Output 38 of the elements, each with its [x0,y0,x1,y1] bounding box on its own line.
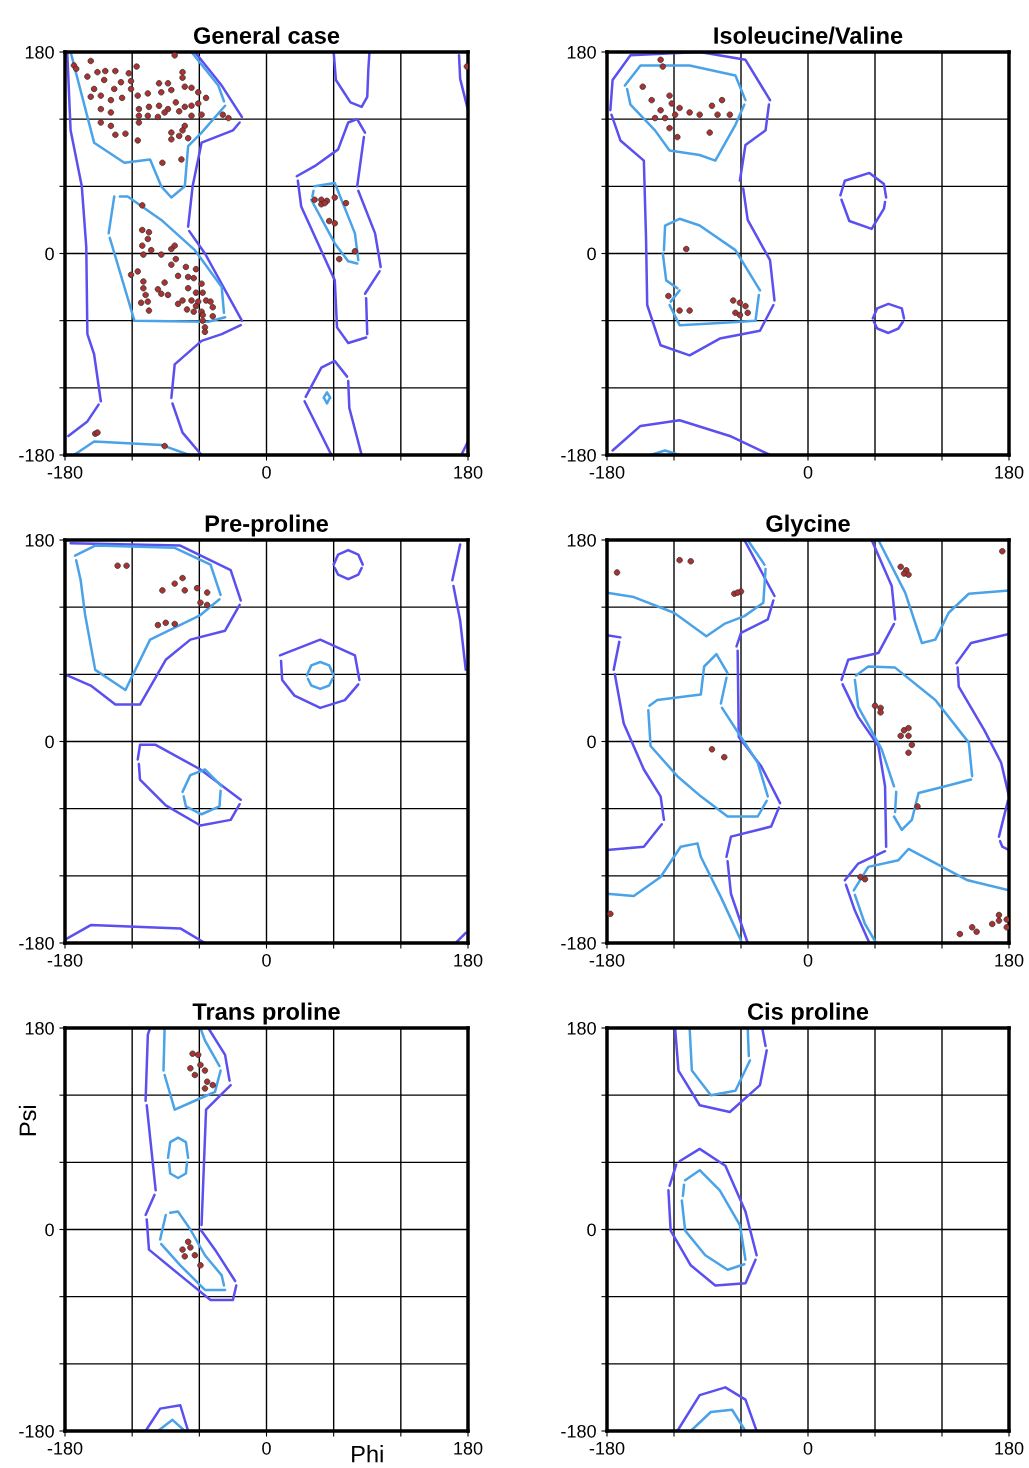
x-axis-title: Phi [352,1445,383,1463]
x-tick-label: 0 [803,953,813,967]
x-tick-label: 180 [995,1441,1024,1455]
y-tick-label: -180 [561,1424,596,1438]
y-tick-label: 0 [45,735,54,749]
y-tick-label: 180 [567,1021,596,1035]
y-tick-label: -180 [19,936,54,950]
x-tick-label: 180 [995,953,1024,967]
y-tick-label: -180 [561,936,596,950]
x-tick-label: 0 [803,465,813,479]
y-tick-label: -180 [19,448,54,462]
y-tick-label: 180 [567,533,596,547]
x-tick-label: 0 [262,1441,271,1455]
y-tick-label: 180 [25,45,54,59]
y-tick-label: -180 [19,1424,54,1438]
x-tick-label: 180 [995,465,1024,479]
x-tick-label: 180 [454,953,483,967]
y-tick-label: 0 [587,1223,596,1237]
chart-title: Cis proline [747,1002,869,1025]
chart-title: Trans proline [192,1002,340,1025]
y-tick-label: 180 [25,533,54,547]
chart-title: Pre-proline [205,514,329,537]
x-tick-label: 0 [262,465,271,479]
chart-title: General case [193,26,340,44]
y-axis-title: Psi [18,1105,37,1136]
y-tick-label: 180 [25,1021,54,1035]
x-tick-label: 180 [454,1441,483,1455]
y-tick-label: 180 [567,45,596,59]
chart-title: Glycine [766,514,850,537]
x-tick-label: 0 [803,1441,813,1455]
chart-title: Isoleucine/Valine [714,26,903,45]
y-tick-label: 0 [45,1223,54,1237]
y-tick-label: 0 [587,247,596,261]
y-tick-label: 0 [587,735,596,749]
y-tick-label: 0 [45,247,54,261]
y-tick-label: -180 [561,448,596,462]
x-tick-label: 0 [262,953,271,967]
x-tick-label: 180 [454,465,483,479]
